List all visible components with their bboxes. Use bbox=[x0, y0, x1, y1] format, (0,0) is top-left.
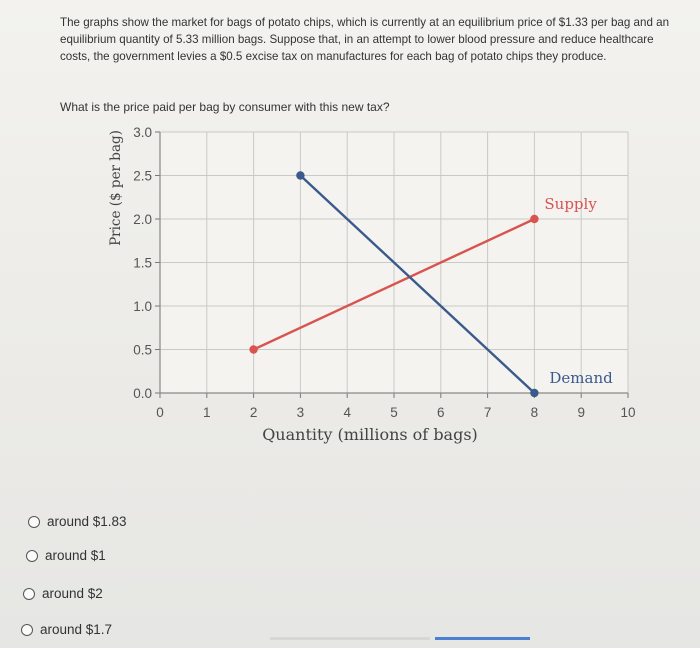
y-tick-label: 3.0 bbox=[133, 125, 152, 140]
radio-button[interactable] bbox=[28, 515, 40, 528]
choice-4[interactable]: around $1.7 bbox=[21, 622, 112, 637]
footer-accent-bar bbox=[435, 637, 530, 640]
chart-labels: Quantity (millions of bags) Price ($ per… bbox=[108, 125, 636, 444]
y-tick-label: 2.0 bbox=[133, 212, 152, 227]
demand-label: Demand bbox=[549, 369, 613, 387]
demand-point[interactable] bbox=[530, 388, 539, 398]
x-tick-label: 3 bbox=[297, 405, 305, 420]
supply-line bbox=[252, 217, 536, 351]
radio-button[interactable] bbox=[21, 623, 33, 636]
y-tick-label: 0.0 bbox=[133, 386, 152, 401]
y-tick-label: 2.5 bbox=[133, 169, 152, 184]
choice-label: around $1.7 bbox=[40, 622, 113, 637]
x-tick-label: 8 bbox=[531, 405, 539, 420]
choice-label: around $1.83 bbox=[47, 514, 127, 529]
demand-point[interactable] bbox=[296, 171, 305, 180]
y-tick-label: 1.0 bbox=[133, 299, 152, 314]
question-text-block: The graphs show the market for bags of p… bbox=[60, 14, 670, 65]
x-tick-label: 9 bbox=[577, 405, 585, 420]
radio-button[interactable] bbox=[26, 549, 38, 562]
choice-1[interactable]: around $1.83 bbox=[28, 514, 127, 529]
y-tick-label: 1.5 bbox=[133, 256, 152, 271]
chart-lines bbox=[249, 171, 539, 398]
x-tick-label: 7 bbox=[484, 405, 492, 420]
radio-button[interactable] bbox=[23, 587, 35, 600]
demand-line bbox=[299, 174, 536, 395]
supply-label: Supply bbox=[544, 195, 597, 213]
choice-label: around $2 bbox=[42, 586, 103, 601]
footer-divider bbox=[270, 637, 430, 640]
x-tick-label: 0 bbox=[156, 405, 164, 420]
y-axis-label: Price ($ per bag) bbox=[108, 130, 124, 246]
choice-3[interactable]: around $2 bbox=[23, 586, 103, 601]
x-axis-label: Quantity (millions of bags) bbox=[262, 425, 478, 444]
y-tick-label: 0.5 bbox=[133, 343, 152, 358]
x-tick-label: 4 bbox=[343, 405, 351, 420]
choice-2[interactable]: around $1 bbox=[26, 548, 106, 563]
supply-demand-chart: Quantity (millions of bags) Price ($ per… bbox=[108, 125, 636, 444]
x-tick-label: 10 bbox=[620, 405, 635, 420]
supply-point[interactable] bbox=[249, 345, 258, 354]
chart-grid bbox=[155, 131, 629, 398]
x-tick-label: 2 bbox=[250, 405, 258, 420]
x-tick-label: 5 bbox=[390, 405, 398, 420]
x-tick-label: 6 bbox=[437, 405, 445, 420]
question-prompt: What is the price paid per bag by consum… bbox=[60, 100, 390, 114]
question-text: The graphs show the market for bags of p… bbox=[60, 16, 670, 63]
x-tick-label: 1 bbox=[203, 405, 211, 420]
supply-point[interactable] bbox=[530, 214, 539, 224]
choice-label: around $1 bbox=[45, 548, 106, 563]
